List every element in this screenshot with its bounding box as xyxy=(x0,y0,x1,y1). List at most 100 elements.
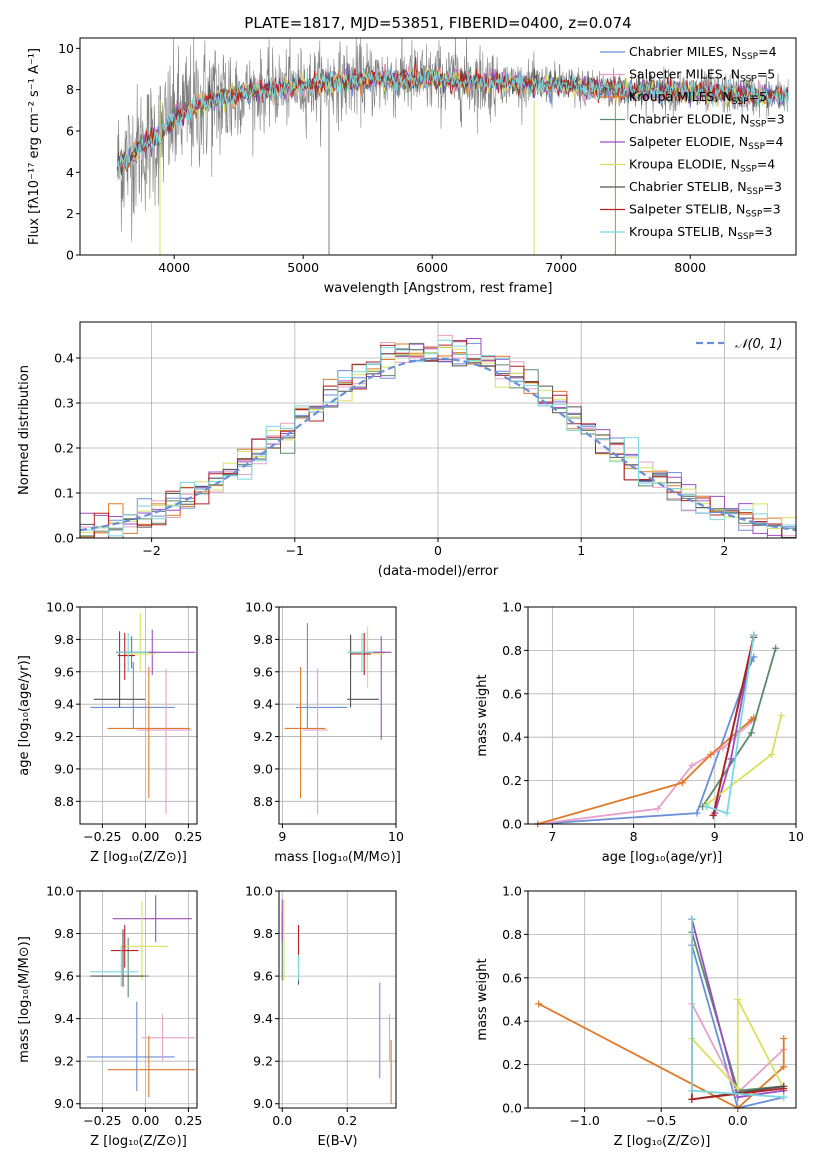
y-tick-label: 0.4 xyxy=(502,1014,522,1029)
legend-entry: Kroupa STELIB, NSSP=3 xyxy=(629,224,773,242)
y-tick-label: 8.8 xyxy=(253,794,273,809)
y-tick-label: 0.0 xyxy=(502,1101,522,1116)
x-tick-label: 8 xyxy=(630,829,638,844)
x-tick-label: 6000 xyxy=(416,260,448,275)
weight-point-marker xyxy=(688,1095,696,1103)
legend-entry: Salpeter MILES, NSSP=5 xyxy=(629,67,775,85)
weight-series-line xyxy=(691,999,785,1091)
y-axis-label: Normed distribution xyxy=(17,365,32,495)
weight-point-marker xyxy=(780,1035,788,1043)
x-axis-label: wavelength [Angstrom, rest frame] xyxy=(324,281,553,296)
y-tick-label: 0.0 xyxy=(54,531,74,546)
errorbar-point xyxy=(136,668,192,815)
legend-entry: 𝒩(0, 1) xyxy=(735,337,782,352)
x-axis-label: E(B-V) xyxy=(317,1134,357,1149)
y-tick-label: 9.0 xyxy=(253,761,273,776)
spectrum-axes: 4000 5000 6000 7000 8000 0 2 4 6 8 10 wavelength [A… xyxy=(27,41,706,296)
weight-point-marker xyxy=(719,744,727,752)
weight-point-marker xyxy=(747,729,755,737)
weight_vs_age-frame xyxy=(527,606,797,825)
weight-point-marker xyxy=(723,809,731,817)
errorbar-point xyxy=(364,636,392,740)
errorbar-point xyxy=(348,632,374,672)
x-tick-label: −2 xyxy=(142,543,160,558)
x-axis-label: Z [log₁₀(Z/Z⊙)] xyxy=(90,1134,187,1149)
x-tick-label: 1 xyxy=(577,543,585,558)
weight-point-marker xyxy=(772,644,780,652)
x-tick-label: 10 xyxy=(788,829,804,844)
x-axis-label: Z [log₁₀(Z/Z⊙)] xyxy=(90,850,187,865)
x-tick-label: 8000 xyxy=(674,260,706,275)
errorbar-point xyxy=(302,668,328,815)
y-tick-label: 0.6 xyxy=(502,970,522,985)
errorbar-point xyxy=(90,662,175,729)
weight-point-marker xyxy=(734,1084,742,1092)
weight-point-marker xyxy=(777,712,785,719)
weight-point-marker xyxy=(780,1093,788,1101)
errorbar-point xyxy=(117,632,136,680)
age_vs_Z-axes: −0.25 0.00 0.25 8.8 9.0 9.2 9.4 9.6 9.8 10.0 Z [lo… xyxy=(17,600,202,866)
errorbar-point xyxy=(86,1001,175,1091)
x-axis-label: age [log₁₀(age/yr)] xyxy=(602,850,723,865)
y-tick-label: 9.4 xyxy=(54,697,74,712)
y-tick-label: 9.0 xyxy=(54,1096,74,1111)
weight-point-marker xyxy=(768,751,776,759)
age_vs_Z-frame xyxy=(79,606,198,825)
errorbar-point xyxy=(141,1014,196,1062)
y-tick-label: 0.8 xyxy=(502,927,522,942)
weight-point-marker xyxy=(727,755,735,763)
weight-point-marker xyxy=(688,915,696,923)
residuals-frame xyxy=(79,321,797,539)
y-tick-label: 0.0 xyxy=(502,817,522,832)
age_vs_mass-frame xyxy=(278,606,397,825)
x-axis-label: (data-model)/error xyxy=(378,564,499,579)
legend-entry: Chabrier STELIB, NSSP=3 xyxy=(629,179,782,197)
y-tick-label: 1.0 xyxy=(502,600,522,615)
weight-point-marker xyxy=(693,809,701,817)
errorbar-point xyxy=(121,901,168,981)
y-axis-label: mass weight xyxy=(475,958,490,1040)
x-tick-label: 0.25 xyxy=(174,829,202,844)
normal-curve xyxy=(80,357,796,532)
y-tick-label: 10.0 xyxy=(46,600,74,615)
x-tick-label: 7 xyxy=(548,829,556,844)
y-tick-label: 10.0 xyxy=(245,600,273,615)
weight-point-marker xyxy=(780,1063,788,1071)
y-tick-label: 4 xyxy=(66,165,74,180)
y-tick-label: 9.6 xyxy=(54,664,74,679)
weight-series-line xyxy=(537,656,755,824)
errorbar-point xyxy=(296,623,348,729)
legend-entry: Chabrier ELODIE, NSSP=3 xyxy=(629,112,785,130)
y-tick-label: 9.0 xyxy=(54,761,74,776)
weight_vs_Z-frame xyxy=(527,890,797,1109)
y-tick-label: 9.6 xyxy=(253,664,273,679)
weight-point-marker xyxy=(707,751,715,759)
weight-point-marker xyxy=(734,996,742,1003)
mass_vs_Z-axes: −0.25 0.00 0.25 9.0 9.2 9.4 9.6 9.8 10.0 Z [log₁₀… xyxy=(17,884,202,1150)
x-tick-label: 0.2 xyxy=(337,1113,357,1128)
y-tick-label: 10 xyxy=(58,41,74,56)
errorbar-point xyxy=(284,666,326,799)
y-tick-label: 0.1 xyxy=(54,486,74,501)
y-tick-label: 2 xyxy=(66,206,74,221)
age_vs_mass-axes: 9 10 8.8 9.0 9.2 9.4 9.6 9.8 10.0 mass [log₁₀(M/M… xyxy=(245,600,404,866)
errorbar-point xyxy=(90,946,139,987)
weight_vs_age-axes: 7 8 9 10 0.0 0.2 0.4 0.6 0.8 1.0 age [log₁₀(age/yr… xyxy=(475,600,804,866)
y-tick-label: 0.2 xyxy=(54,441,74,456)
x-axis-label: mass [log₁₀(M/M⊙)] xyxy=(274,850,401,865)
x-tick-label: −1.0 xyxy=(569,1113,599,1128)
y-tick-label: 9.2 xyxy=(54,729,74,744)
x-tick-label: −0.25 xyxy=(83,1113,121,1128)
model-spectrum xyxy=(116,68,789,177)
y-tick-label: 8 xyxy=(66,82,74,97)
weight-point-marker xyxy=(734,1093,742,1101)
weight-point-marker xyxy=(535,1000,543,1008)
x-tick-label: 0.00 xyxy=(131,1113,159,1128)
x-tick-label: 0.25 xyxy=(174,1113,202,1128)
errorbar-point xyxy=(110,925,139,968)
weight-series-line xyxy=(537,719,755,824)
x-tick-label: −1 xyxy=(286,543,304,558)
residual-histogram xyxy=(80,339,796,537)
y-tick-label: 10.0 xyxy=(245,884,273,899)
x-tick-label: 9 xyxy=(711,829,719,844)
